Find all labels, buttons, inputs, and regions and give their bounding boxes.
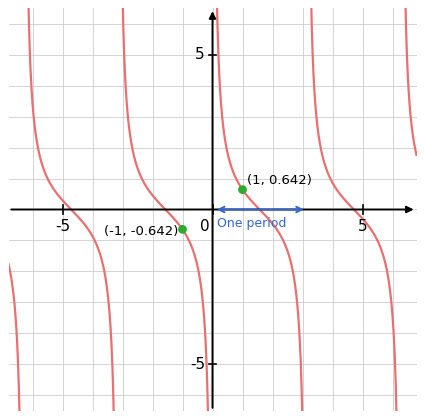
Text: (1, 0.642): (1, 0.642) xyxy=(247,174,312,187)
Text: (-1, -0.642): (-1, -0.642) xyxy=(104,225,178,238)
Point xyxy=(179,226,186,233)
Text: 5: 5 xyxy=(358,219,367,234)
Text: -5: -5 xyxy=(190,357,205,372)
Text: -5: -5 xyxy=(55,219,70,234)
Point xyxy=(239,186,246,193)
Text: One period: One period xyxy=(217,217,286,230)
Text: 0: 0 xyxy=(200,219,210,234)
Text: 5: 5 xyxy=(196,47,205,62)
